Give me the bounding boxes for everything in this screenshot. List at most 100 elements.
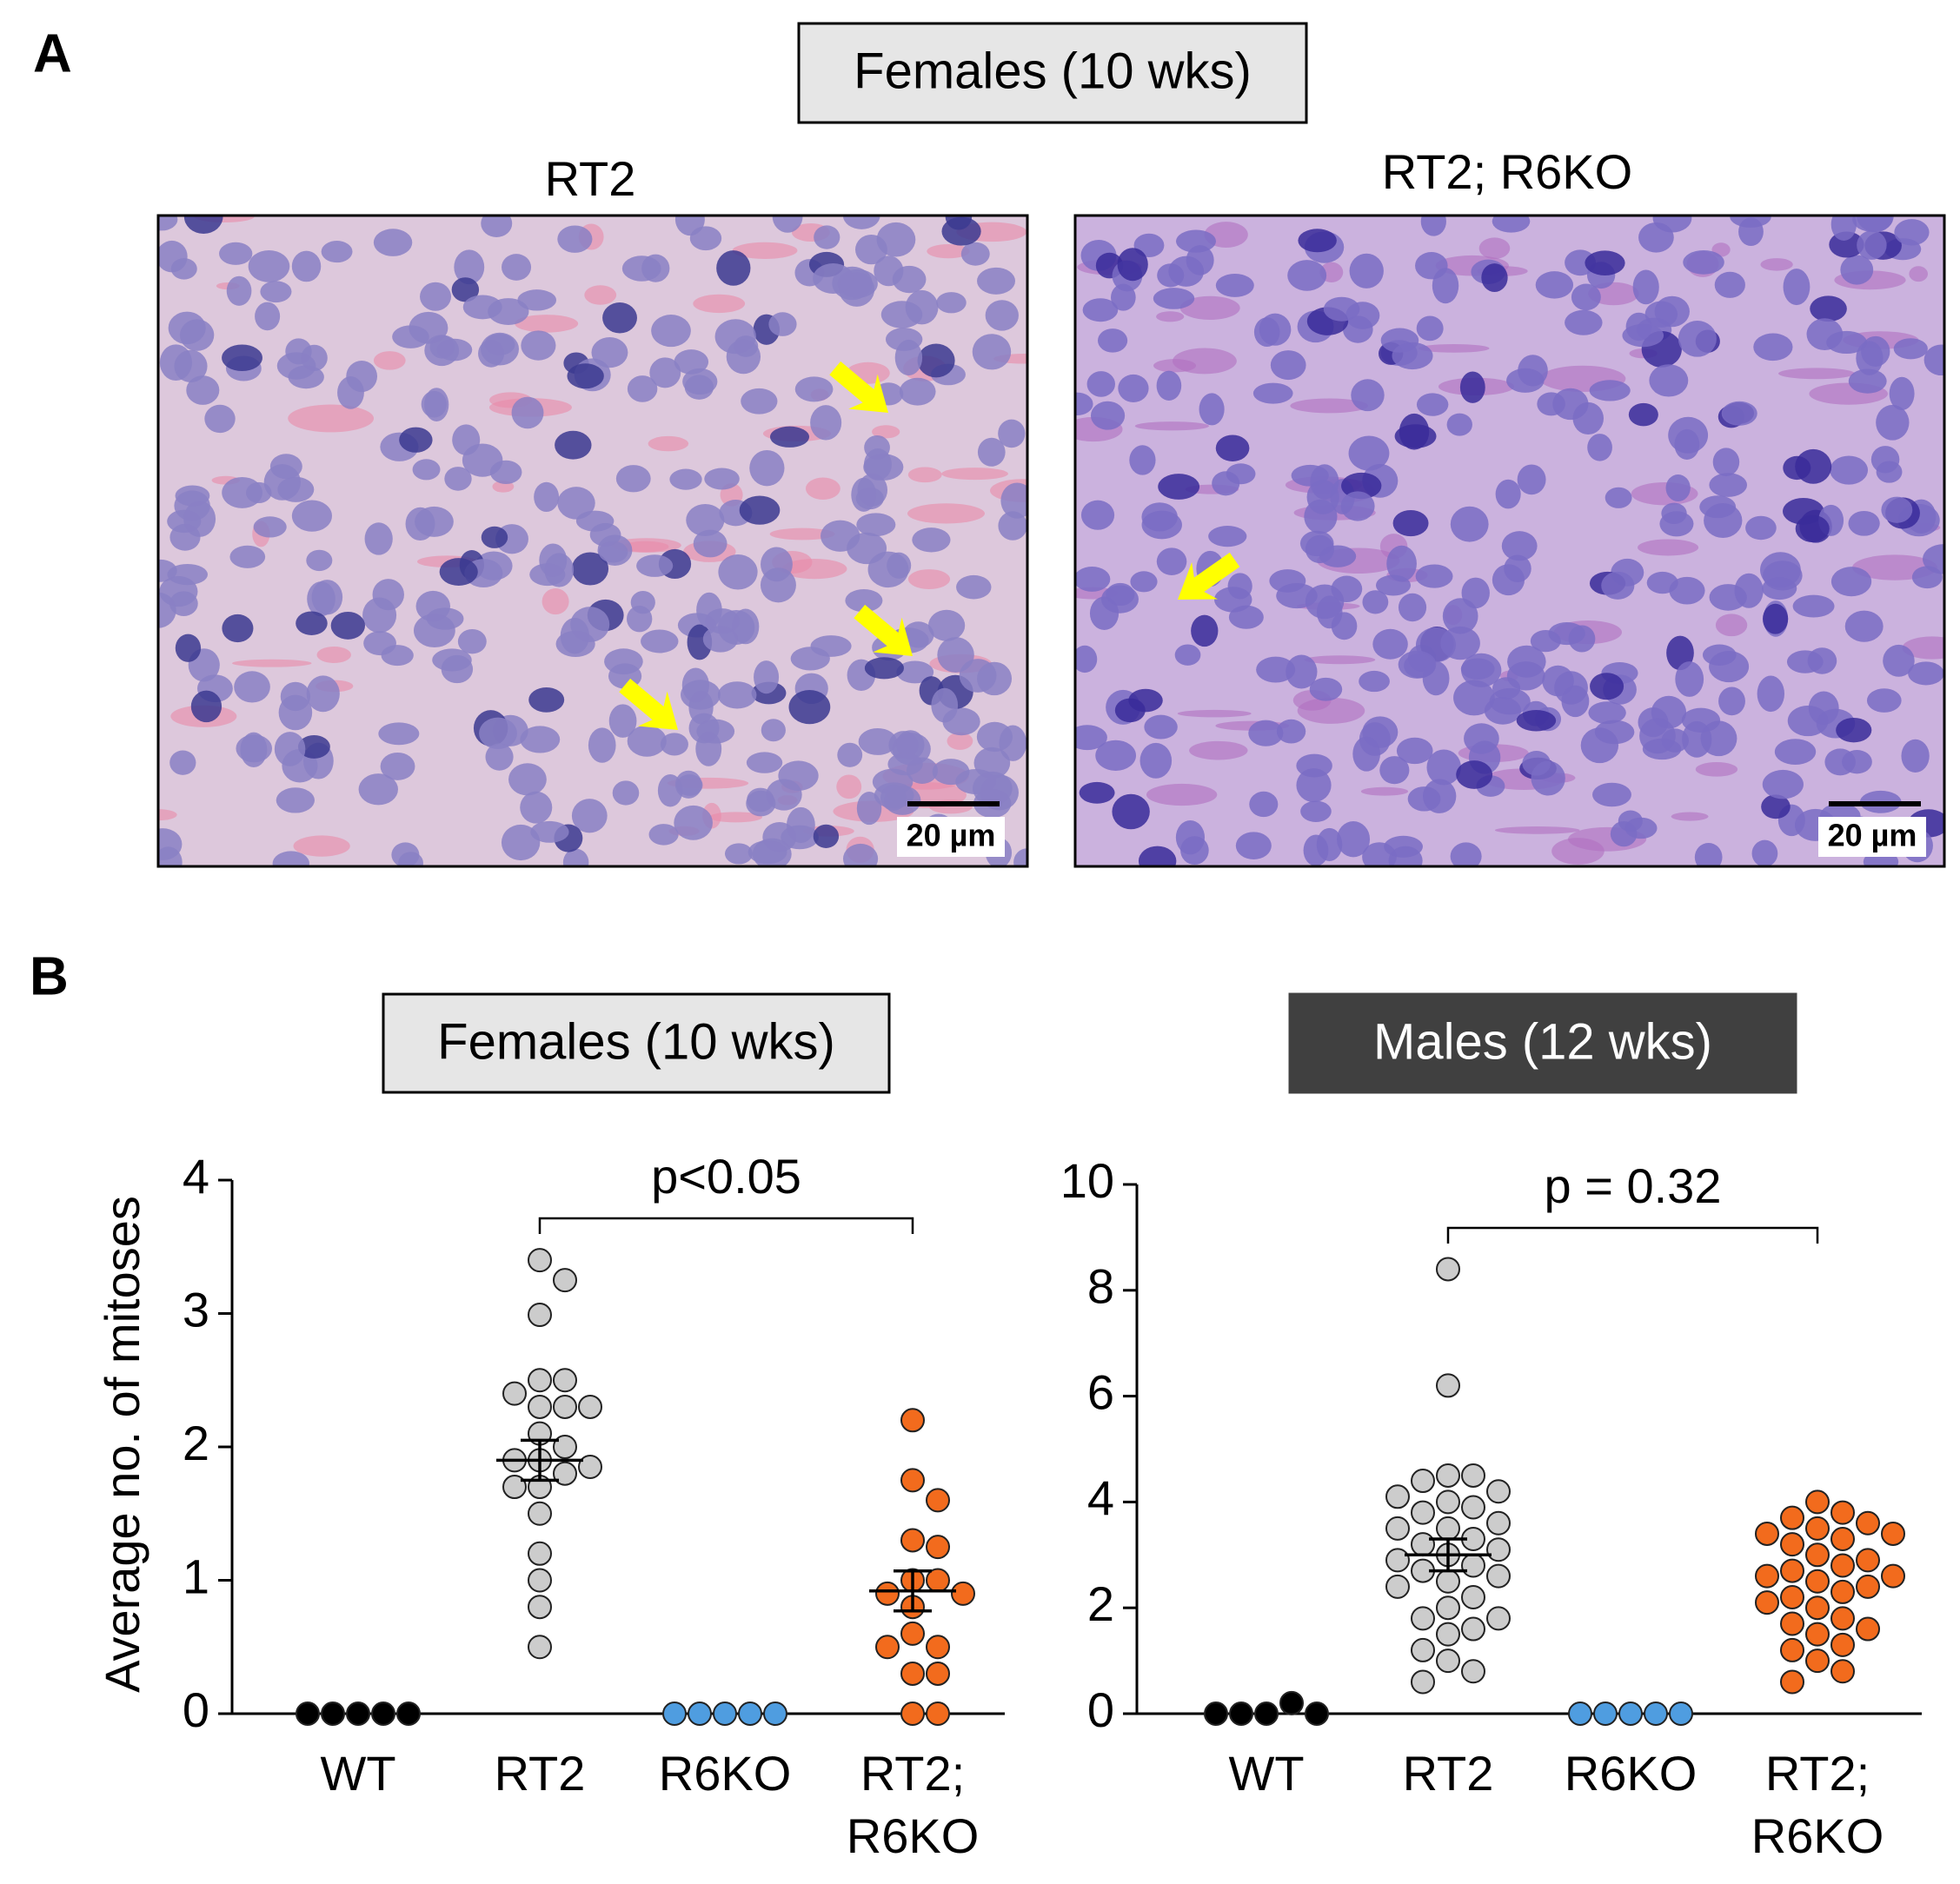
dot bbox=[900, 1528, 925, 1553]
stroma bbox=[927, 243, 970, 259]
nucleus bbox=[399, 427, 433, 453]
nucleus bbox=[1589, 380, 1631, 401]
dot bbox=[1461, 1553, 1485, 1578]
nucleus bbox=[872, 768, 914, 795]
dot bbox=[926, 1488, 950, 1513]
x-tick-label: RT2 bbox=[1403, 1746, 1494, 1801]
p-value: p = 0.32 bbox=[1545, 1158, 1722, 1213]
nucleus bbox=[863, 448, 892, 481]
nucleus bbox=[1129, 445, 1156, 475]
nucleus bbox=[1830, 567, 1872, 597]
nucleus bbox=[1095, 740, 1137, 771]
nucleus bbox=[358, 773, 398, 806]
image-frame bbox=[156, 214, 1029, 868]
bracket bbox=[538, 1217, 914, 1234]
nucleus bbox=[932, 759, 970, 786]
nucleus bbox=[917, 343, 955, 378]
stroma bbox=[1715, 614, 1748, 637]
nucleus bbox=[810, 635, 852, 657]
nucleus bbox=[555, 630, 595, 658]
dot bbox=[1780, 1669, 1804, 1695]
micrograph bbox=[158, 216, 1027, 866]
dot bbox=[1805, 1516, 1830, 1541]
y-tick-label: 6 bbox=[1087, 1364, 1114, 1419]
dot bbox=[502, 1475, 527, 1500]
nucleus bbox=[681, 667, 709, 703]
arrow bbox=[1178, 552, 1240, 600]
nucleus bbox=[1561, 685, 1590, 718]
nucleus bbox=[1310, 464, 1339, 500]
nucleus bbox=[1153, 288, 1195, 309]
nucleus bbox=[1270, 350, 1306, 381]
nucleus bbox=[1309, 677, 1343, 701]
stroma bbox=[373, 351, 406, 370]
nucleus bbox=[1398, 593, 1427, 622]
y-tick-label: 0 bbox=[1087, 1682, 1114, 1737]
nucleus bbox=[641, 629, 679, 653]
dot bbox=[1461, 1659, 1485, 1684]
panel-header: Females (10 wks) bbox=[854, 43, 1252, 99]
dot bbox=[1305, 1702, 1329, 1726]
dot bbox=[1805, 1648, 1830, 1674]
dot bbox=[1568, 1702, 1592, 1726]
dot bbox=[1411, 1500, 1435, 1525]
nucleus bbox=[1416, 315, 1444, 342]
nucleus bbox=[1416, 393, 1449, 416]
dot bbox=[1755, 1590, 1779, 1615]
dot bbox=[553, 1435, 577, 1459]
nucleus bbox=[575, 510, 615, 532]
nucleus bbox=[1399, 413, 1430, 450]
nucleus bbox=[236, 734, 273, 763]
nucleus bbox=[158, 828, 183, 860]
nucleus bbox=[772, 216, 803, 233]
dot bbox=[528, 1501, 552, 1526]
stroma bbox=[288, 404, 375, 433]
nucleus bbox=[598, 541, 628, 563]
nucleus bbox=[1235, 832, 1272, 860]
nucleus bbox=[1287, 260, 1327, 291]
dot bbox=[1755, 1521, 1779, 1546]
nucleus bbox=[1894, 219, 1930, 246]
x-tick-label: R6KO bbox=[659, 1746, 792, 1801]
chart-header: Females (10 wks) bbox=[437, 1013, 835, 1070]
dot bbox=[1830, 1659, 1855, 1684]
dot bbox=[900, 1661, 925, 1686]
dot bbox=[1805, 1489, 1830, 1515]
nucleus bbox=[508, 763, 547, 796]
stroma bbox=[805, 477, 840, 501]
dot bbox=[1780, 1505, 1804, 1530]
dot bbox=[1780, 1558, 1804, 1583]
nucleus bbox=[696, 592, 722, 628]
stroma bbox=[515, 315, 579, 333]
nucleus bbox=[1531, 760, 1565, 796]
nucleus bbox=[1191, 614, 1219, 647]
nucleus bbox=[1386, 545, 1417, 582]
nucleus bbox=[973, 771, 1013, 806]
nucleus bbox=[1141, 502, 1178, 532]
nucleus bbox=[226, 275, 252, 306]
nucleus bbox=[1624, 817, 1658, 839]
x-tick-label: RT2; R6KO bbox=[847, 1746, 980, 1863]
nucleus bbox=[1186, 245, 1214, 275]
nucleus bbox=[837, 742, 863, 767]
dot bbox=[926, 1535, 950, 1560]
nucleus bbox=[1681, 707, 1721, 733]
dot bbox=[1755, 1563, 1779, 1589]
nucleus bbox=[1683, 249, 1724, 275]
nucleus bbox=[1518, 355, 1548, 387]
nucleus bbox=[1352, 736, 1380, 772]
nucleus bbox=[787, 806, 815, 844]
nucleus bbox=[1208, 526, 1247, 547]
nucleus bbox=[571, 552, 609, 586]
nucleus bbox=[876, 222, 916, 257]
stroma bbox=[541, 588, 569, 615]
nucleus bbox=[1571, 283, 1601, 311]
nucleus bbox=[439, 558, 478, 587]
nucleus bbox=[158, 216, 178, 231]
dot bbox=[1780, 1611, 1804, 1636]
nucleus bbox=[1668, 416, 1709, 454]
nucleus bbox=[1086, 371, 1115, 397]
dot bbox=[321, 1702, 345, 1726]
nucleus bbox=[1694, 843, 1723, 866]
dot bbox=[1436, 1516, 1460, 1541]
